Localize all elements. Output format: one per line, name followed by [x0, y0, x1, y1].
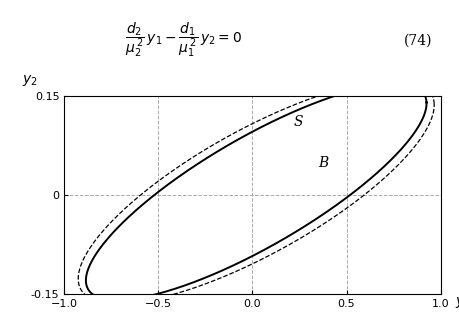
Text: S: S — [294, 115, 303, 129]
Text: $y_2$: $y_2$ — [22, 73, 38, 88]
Text: $\dfrac{d_2}{\mu_2^{\,2}}\,y_1 - \dfrac{d_1}{\mu_1^{\,2}}\,y_2 = 0$: $\dfrac{d_2}{\mu_2^{\,2}}\,y_1 - \dfrac{… — [125, 21, 242, 60]
Text: (74): (74) — [403, 33, 432, 47]
Text: B: B — [319, 156, 329, 171]
Text: $y_1$: $y_1$ — [455, 295, 459, 310]
